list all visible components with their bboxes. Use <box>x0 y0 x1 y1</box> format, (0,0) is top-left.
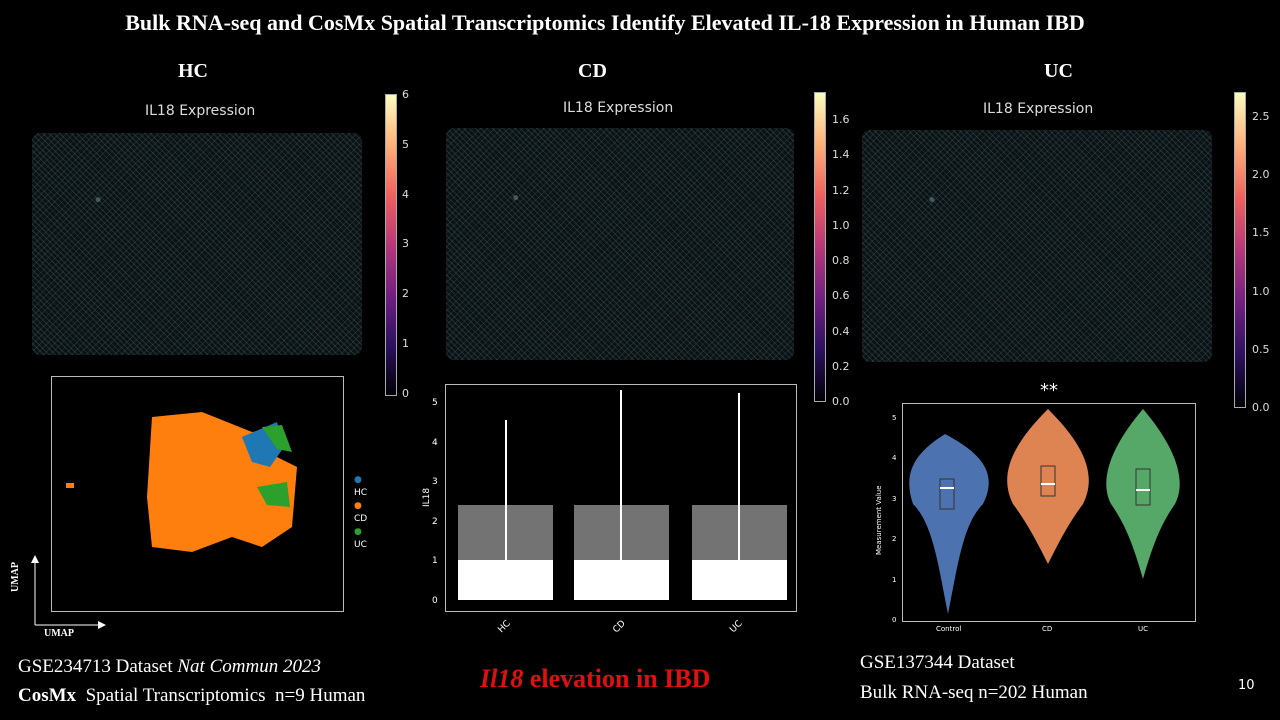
tick: 1 <box>432 556 438 567</box>
tick: 5 <box>892 414 897 422</box>
tick: 0.0 <box>832 395 850 408</box>
il18-yticks: 5 4 3 2 1 0 <box>432 398 438 606</box>
tick: 0.0 <box>1252 400 1270 414</box>
il18-xtick-cd: CD <box>611 618 628 636</box>
tick: 0.5 <box>1252 342 1270 356</box>
bulk-yticks: 5 4 3 2 1 0 <box>892 414 896 624</box>
tick: 2.5 <box>1252 110 1270 123</box>
tick: 0.8 <box>832 254 850 267</box>
umap-scatter <box>66 412 297 552</box>
tick: 2 <box>432 516 438 527</box>
bulk-violin-svg <box>909 409 1180 614</box>
panel-label-cd: CD <box>578 60 607 82</box>
il18-violin-plot <box>445 384 797 612</box>
tick: 3 <box>402 237 409 251</box>
tick: 1.2 <box>832 183 850 197</box>
uc-colorbar <box>1234 92 1246 408</box>
cd-colorbar <box>814 92 826 402</box>
hc-colorbar-ticks: 6 5 4 3 2 1 0 <box>402 88 409 400</box>
tick: 5 <box>432 398 438 408</box>
tick: 6 <box>402 88 409 101</box>
tick: 1.0 <box>1252 284 1270 298</box>
umap-x-label: UMAP <box>44 628 74 639</box>
panel-label-hc: HC <box>178 60 208 82</box>
footer-dataset-left: GSE234713 Dataset Nat Commun 2023 <box>18 656 321 677</box>
bulk-violin-plot <box>902 403 1196 622</box>
significance-marker: ** <box>1040 380 1058 401</box>
legend-item-uc: ● UC <box>354 527 367 550</box>
il18-xtick-uc: UC <box>728 618 745 636</box>
footer-dataset-right: GSE137344 Dataset <box>860 652 1015 673</box>
tick: 4 <box>892 454 897 463</box>
tick: 5 <box>402 137 409 151</box>
tick: 0.4 <box>832 324 850 338</box>
uc-image-title: IL18 Expression <box>983 101 1094 117</box>
cd-spatial-image <box>446 128 794 360</box>
tick: 0.6 <box>832 289 850 303</box>
umap-legend: ● HC ● CD ● UC <box>354 474 367 552</box>
slide-title: Bulk RNA-seq and CosMx Spatial Transcrip… <box>125 10 1085 35</box>
tick: 0 <box>432 595 438 606</box>
hc-colorbar <box>385 94 397 396</box>
umap-plot: ● HC ● CD ● UC <box>51 376 367 612</box>
tick: 0.2 <box>832 359 850 373</box>
tick: 1.4 <box>832 148 850 162</box>
umap-axes-arrows <box>31 555 106 629</box>
bulk-xtick-cd: CD <box>1042 625 1053 633</box>
cd-image-title: IL18 Expression <box>563 100 674 116</box>
umap-y-label: UMAP <box>10 562 21 592</box>
legend-item-hc: ● HC <box>354 475 368 498</box>
il18-xtick-hc: HC <box>496 618 513 636</box>
bulk-ylabel: Measurement Value <box>875 485 883 555</box>
uc-colorbar-ticks: 2.5 2.0 1.5 1.0 0.5 0.0 <box>1252 110 1270 414</box>
tick: 4 <box>402 187 409 201</box>
bulk-xtick-control: Control <box>936 625 962 633</box>
tick: 0 <box>402 386 409 400</box>
tick: 3 <box>892 494 897 503</box>
tick: 1.6 <box>832 113 850 126</box>
cd-colorbar-ticks: 1.6 1.4 1.2 1.0 0.8 0.6 0.4 0.2 0.0 <box>832 113 850 408</box>
uc-spatial-image <box>862 130 1212 362</box>
tick: 1.0 <box>832 218 850 232</box>
tick: 2.0 <box>1252 168 1270 182</box>
tick: 1 <box>402 337 409 351</box>
hc-image-title: IL18 Expression <box>145 103 256 119</box>
tick: 4 <box>432 437 438 448</box>
il18-ylabel: IL18 <box>422 487 432 507</box>
footer-method-right: Bulk RNA-seq n=202 Human <box>860 682 1088 703</box>
tick: 0 <box>892 615 897 624</box>
conclusion-text: Il18 elevation in IBD <box>480 664 711 693</box>
footer-method-left: CosMx Spatial Transcriptomics n=9 Human <box>18 685 366 706</box>
il18-violin-svg <box>458 390 787 600</box>
legend-item-cd: ● CD <box>354 501 368 524</box>
tick: 1.5 <box>1252 226 1270 240</box>
tick: 2 <box>892 535 897 544</box>
page-number: 10 <box>1238 678 1255 693</box>
tick: 1 <box>892 575 897 584</box>
tick: 3 <box>432 477 438 488</box>
tick: 2 <box>402 287 409 301</box>
hc-spatial-image <box>32 133 362 355</box>
bulk-xtick-uc: UC <box>1138 625 1149 633</box>
panel-label-uc: UC <box>1044 60 1073 82</box>
